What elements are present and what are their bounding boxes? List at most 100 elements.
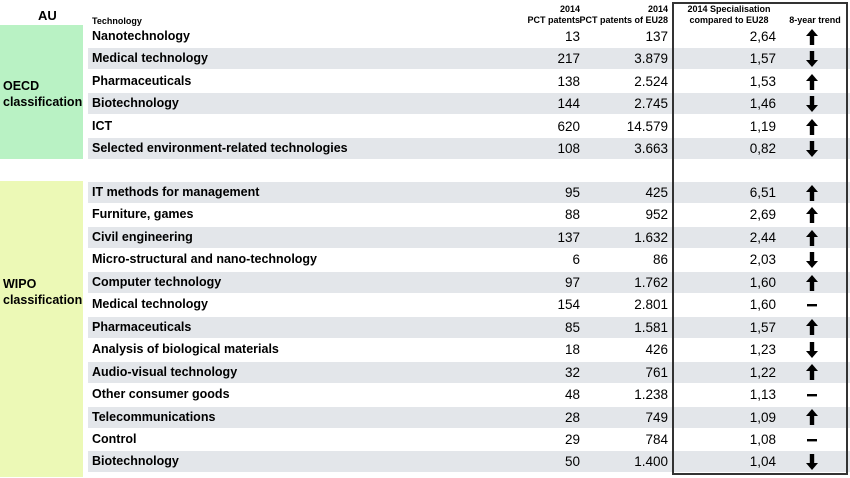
arrow-up-icon xyxy=(792,272,832,293)
pct-patents-value: 13 xyxy=(564,29,580,44)
eu28-patents-value: 3.879 xyxy=(634,51,668,67)
table-row: Computer technology 97 1.762 1,60 xyxy=(88,271,850,293)
eu28-patents-value: 1.762 xyxy=(634,274,668,290)
eu28-patents-value: 2.524 xyxy=(634,73,668,89)
specialisation-value: 1,19 xyxy=(749,118,776,134)
specialisation-value: 2,69 xyxy=(749,207,776,223)
arrow-down-icon xyxy=(792,93,832,114)
table-row: Biotechnology 50 1.400 1,04 xyxy=(88,451,850,473)
eu-header-label: PCT patents of EU28 xyxy=(579,15,668,25)
eu-header-year: 2014 xyxy=(647,4,668,14)
arrow-up-icon xyxy=(792,227,832,248)
arrow-up-icon xyxy=(792,182,832,203)
specialisation-value: 1,60 xyxy=(749,274,776,290)
specialisation-value: 0,82 xyxy=(749,141,776,157)
table-row: Control 29 784 1,08 xyxy=(88,429,850,450)
wipo-group-cell: WIPO classification xyxy=(0,181,83,477)
table-row: Pharmaceuticals 138 2.524 1,53 xyxy=(88,71,850,92)
arrow-up-icon xyxy=(792,71,832,92)
specialisation-value: 1,04 xyxy=(749,454,776,470)
eu28-patents-value: 1.632 xyxy=(634,229,668,245)
specialisation-value: 1,60 xyxy=(749,297,776,313)
table-row: Nanotechnology 13 137 2,64 xyxy=(88,26,850,47)
specialisation-value: 2,64 xyxy=(749,29,776,44)
technology-name: Selected environment-related technologie… xyxy=(92,141,348,156)
pct-patents-value: 50 xyxy=(564,454,580,470)
technology-name: Medical technology xyxy=(92,297,208,312)
technology-name: Control xyxy=(92,431,137,446)
specialisation-value: 1,46 xyxy=(749,96,776,112)
pct-patents-value: 48 xyxy=(564,387,580,403)
dash-icon xyxy=(792,384,832,405)
pct-patents-value: 108 xyxy=(557,141,580,157)
table-row: Micro-structural and nano-technology 6 86 2… xyxy=(88,249,850,270)
technology-name: Furniture, games xyxy=(92,207,194,222)
specialisation-value: 1,08 xyxy=(749,431,776,447)
technology-name: Analysis of biological materials xyxy=(92,342,279,357)
eu28-patents-value: 1.400 xyxy=(634,454,668,470)
oecd-group-cell: OECD classification xyxy=(0,25,83,159)
pct-patents-value: 29 xyxy=(564,431,580,447)
wipo-group-label: WIPO classification xyxy=(3,276,82,308)
table-row: ICT 620 14.579 1,19 xyxy=(88,116,850,137)
specialisation-value: 1,57 xyxy=(749,51,776,67)
specialisation-value: 1,09 xyxy=(749,409,776,425)
wipo-label-line2: classification xyxy=(3,293,83,307)
technology-name: Biotechnology xyxy=(92,454,179,469)
eu28-patents-value: 137 xyxy=(645,29,668,44)
pct-patents-value: 217 xyxy=(557,51,580,67)
eu28-patents-value: 426 xyxy=(645,342,668,358)
arrow-down-icon xyxy=(792,451,832,472)
eu28-patents-value: 14.579 xyxy=(626,118,668,134)
wipo-label-line1: WIPO xyxy=(3,277,37,291)
pct-patents-value: 85 xyxy=(564,319,580,335)
arrow-down-icon xyxy=(792,48,832,69)
table-row: Audio-visual technology 32 761 1,22 xyxy=(88,361,850,383)
specialisation-value: 6,51 xyxy=(749,185,776,200)
table-row: Civil engineering 137 1.632 2,44 xyxy=(88,226,850,248)
oecd-group-label: OECD classification xyxy=(3,78,82,110)
spec-header-line1: 2014 Specialisation xyxy=(687,4,771,14)
pct-patents-value: 144 xyxy=(557,96,580,112)
pct-patents-value: 620 xyxy=(557,118,580,134)
technology-name: Medical technology xyxy=(92,51,208,66)
arrow-up-icon xyxy=(792,362,832,383)
pct-patents-value: 138 xyxy=(557,73,580,89)
specialisation-value: 1,22 xyxy=(749,364,776,380)
eu28-patents-value: 3.663 xyxy=(634,141,668,157)
table-row: IT methods for management 95 425 6,51 xyxy=(88,182,850,203)
technology-name: Pharmaceuticals xyxy=(92,319,192,334)
pct-patents-value: 88 xyxy=(564,207,580,223)
eu28-patents-value: 952 xyxy=(645,207,668,223)
eu28-patents-header: 2014 PCT patents of EU28 xyxy=(568,4,668,26)
pct-patents-value: 137 xyxy=(557,229,580,245)
pct-patents-header: 2014 PCT patents xyxy=(500,4,580,26)
arrow-up-icon xyxy=(792,204,832,225)
eu28-patents-value: 2.745 xyxy=(634,96,668,112)
oecd-label-line2: classification xyxy=(3,95,83,109)
table-row: Analysis of biological materials 18 426 1,2… xyxy=(88,339,850,360)
technology-name: Micro-structural and nano-technology xyxy=(92,252,318,267)
specialisation-header: 2014 Specialisation compared to EU28 xyxy=(678,4,780,26)
technology-name: Civil engineering xyxy=(92,229,193,244)
oecd-label-line1: OECD xyxy=(3,79,40,93)
eu28-patents-value: 2.801 xyxy=(634,297,668,313)
eu28-patents-value: 761 xyxy=(645,364,668,380)
technology-name: ICT xyxy=(92,118,113,133)
au-header: AU xyxy=(38,8,57,23)
table-row: Biotechnology 144 2.745 1,46 xyxy=(88,93,850,115)
arrow-down-icon xyxy=(792,249,832,270)
arrow-up-icon xyxy=(792,317,832,338)
pct-header-year: 2014 xyxy=(559,4,580,14)
table-row: Selected environment-related technologie… xyxy=(88,138,850,160)
pct-patents-value: 28 xyxy=(564,409,580,425)
technology-name: Telecommunications xyxy=(92,409,216,424)
eu28-patents-value: 784 xyxy=(645,431,668,447)
eu28-patents-value: 749 xyxy=(645,409,668,425)
specialisation-value: 1,23 xyxy=(749,342,776,358)
pct-patents-value: 154 xyxy=(557,297,580,313)
technology-name: IT methods for management xyxy=(92,185,260,199)
pct-patents-value: 6 xyxy=(572,252,580,268)
technology-name: Audio-visual technology xyxy=(92,364,238,379)
